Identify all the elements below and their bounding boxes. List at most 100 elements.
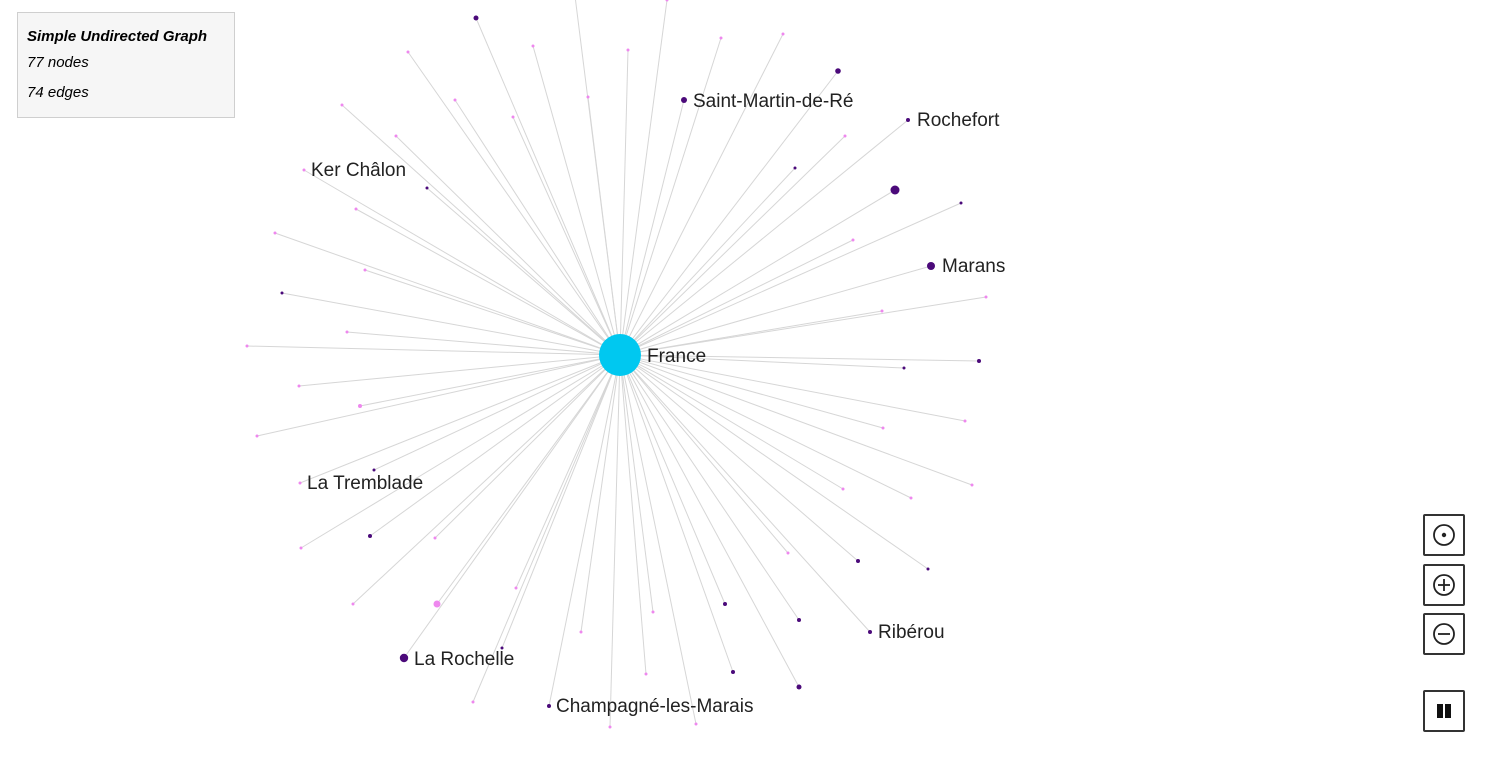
graph-node[interactable] [793,166,797,170]
graph-edge [369,354,621,537]
node-label-riberou: Ribérou [878,622,945,643]
graph-node[interactable] [890,185,900,195]
graph-node-hub[interactable] [599,334,641,376]
zoom-in-button[interactable] [1423,564,1465,606]
graph-node[interactable] [368,534,372,538]
graph-node[interactable] [797,618,801,622]
graph-node[interactable] [586,95,590,99]
graph-node[interactable] [340,103,344,107]
graph-node[interactable] [345,330,349,334]
graph-node[interactable] [351,602,355,606]
graph-node[interactable] [547,704,551,708]
graph-node[interactable] [984,295,988,299]
graph-edge [303,169,621,356]
graph-info-panel: Simple Undirected Graph 77 nodes 74 edge… [17,12,235,118]
nodes-layer [245,0,988,729]
graph-node[interactable] [731,670,735,674]
node-label-champagne-les-marais: Champagné-les-Marais [556,696,753,717]
graph-node[interactable] [651,610,655,614]
graph-node[interactable] [719,36,723,40]
graph-node[interactable] [579,630,583,634]
graph-node[interactable] [881,426,885,430]
graph-node[interactable] [473,15,479,21]
graph-node[interactable] [902,366,906,370]
graph-node[interactable] [644,672,648,676]
graph-node[interactable] [299,546,303,550]
graph-node[interactable] [665,0,669,2]
graph-edge [515,354,621,589]
node-label-marans: Marans [942,256,1005,277]
graph-node[interactable] [781,32,785,36]
graph-edge [454,99,621,356]
graph-node[interactable] [970,483,974,487]
graph-edge [359,354,621,407]
graph-edge [298,354,621,387]
pause-button[interactable] [1423,690,1465,732]
graph-edge [619,354,697,725]
graph-node[interactable] [358,404,362,408]
graph-node[interactable] [694,722,698,726]
graph-node[interactable] [608,725,612,729]
graph-node[interactable] [500,646,504,650]
graph-node[interactable] [851,238,855,242]
graph-node[interactable] [471,700,475,704]
graph-node[interactable] [681,97,687,103]
graph-node[interactable] [273,231,277,235]
graph-node[interactable] [406,50,410,54]
graph-edge [619,37,722,356]
circle-plus-icon [1433,574,1455,596]
zoom-out-button[interactable] [1423,613,1465,655]
graph-node[interactable] [425,186,429,190]
graph-node[interactable] [906,118,910,122]
graph-node[interactable] [363,268,367,272]
graph-edge [299,354,621,484]
graph-node[interactable] [926,567,930,571]
node-label-france: France [647,346,706,367]
graph-node[interactable] [531,44,535,48]
graph-edge [355,208,621,356]
graph-node[interactable] [298,481,302,485]
graph-node[interactable] [514,586,518,590]
graph-node[interactable] [399,653,409,663]
graph-node[interactable] [280,291,284,295]
graph-edge [619,354,859,562]
graph-node[interactable] [302,168,306,172]
center-view-button[interactable] [1423,514,1465,556]
graph-edge [619,354,929,570]
graph-node[interactable] [909,496,913,500]
graph-node[interactable] [433,600,441,608]
graph-node[interactable] [723,602,727,606]
graph-node[interactable] [977,359,981,363]
graph-node[interactable] [255,434,259,438]
graph-edge [619,119,909,356]
graph-edge [619,354,844,490]
graph-node[interactable] [796,684,802,690]
edge-count: 74 edges [27,84,89,101]
graph-node[interactable] [626,48,630,52]
graph-node[interactable] [297,384,301,388]
graph-node[interactable] [245,344,249,348]
node-label-ker-chalon: Ker Châlon [311,160,406,181]
graph-node[interactable] [394,134,398,138]
graph-node[interactable] [959,201,963,205]
graph-node[interactable] [453,98,457,102]
graph-node[interactable] [927,262,935,270]
graph-edge [619,135,846,356]
graph-edge [274,232,621,356]
graph-node[interactable] [841,487,845,491]
graph-node[interactable] [963,419,967,423]
graph-node[interactable] [880,309,884,313]
graph-node[interactable] [835,68,841,74]
graph-node[interactable] [856,559,860,563]
graph-node[interactable] [511,115,515,119]
graph-edge [619,354,789,554]
graph-node[interactable] [354,207,358,211]
graph-node[interactable] [843,134,847,138]
graph-edge [619,354,654,613]
graph-node[interactable] [868,630,872,634]
graph-node[interactable] [433,536,437,540]
graph-node[interactable] [786,551,790,555]
graph-node[interactable] [372,468,376,472]
node-count: 77 nodes [27,54,89,71]
